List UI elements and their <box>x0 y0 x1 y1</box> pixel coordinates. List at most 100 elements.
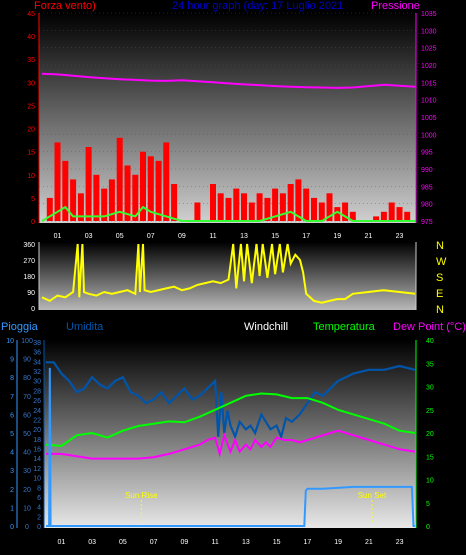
temperature-x-tick: 21 <box>365 539 373 546</box>
humidity-axis-label: Umidita <box>66 321 104 333</box>
wind-bar <box>373 216 380 221</box>
temperature-x-tick: 13 <box>242 539 250 546</box>
temperature-x-tick: 15 <box>273 539 281 546</box>
direction-label-s: S <box>436 272 444 284</box>
humidity-y-tick: 10 <box>23 505 31 512</box>
pressure-y-tick: 1030 <box>421 28 437 35</box>
wind-y-tick: 0 <box>31 219 35 226</box>
wind-bar <box>279 193 286 221</box>
wind-bar <box>248 202 255 221</box>
temperature-x-tick: 19 <box>334 539 342 546</box>
panel-direction-background <box>39 242 416 310</box>
wind-bar <box>342 202 349 221</box>
rain-y-tick: 6 <box>10 412 14 419</box>
wind-axis-label: Forza vento) <box>34 0 96 12</box>
wind-bar <box>217 193 224 221</box>
wind-bar <box>404 211 411 221</box>
temperature-y-tick: 10 <box>426 478 434 485</box>
direction-label-e: E <box>436 288 444 300</box>
humidity-y-tick: 40 <box>23 450 31 457</box>
humidity-scale-y-tick: 24 <box>33 408 41 415</box>
wind-y-tick: 25 <box>27 103 35 110</box>
humidity-scale-y-tick: 18 <box>33 437 41 444</box>
direction-y-tick: 360 <box>23 242 35 249</box>
wind-bar <box>388 202 395 221</box>
pressure-y-tick: 1025 <box>421 46 437 53</box>
wind-bar <box>349 211 356 221</box>
rain-y-tick: 8 <box>10 375 14 382</box>
wind-x-tick: 03 <box>85 233 93 240</box>
humidity-scale-y-tick: 6 <box>37 495 41 502</box>
temperature-x-tick: 03 <box>88 539 96 546</box>
humidity-scale-y-tick: 26 <box>33 398 41 405</box>
rain-y-tick: 2 <box>10 487 14 494</box>
rain-y-tick: 1 <box>10 505 14 512</box>
wind-bar <box>124 165 131 221</box>
wind-bar <box>116 137 123 221</box>
temperature-x-tick: 09 <box>181 539 189 546</box>
humidity-scale-y-tick: 38 <box>33 340 41 347</box>
panel-temperature-background <box>44 340 416 528</box>
humidity-y-tick: 80 <box>23 375 31 382</box>
humidity-scale-y-tick: 4 <box>37 505 41 512</box>
wind-bar <box>108 179 115 221</box>
wind-x-tick: 13 <box>240 233 248 240</box>
direction-label-n-bottom: N <box>436 304 444 316</box>
wind-y-tick: 30 <box>27 80 35 87</box>
temperature-x-tick: 07 <box>150 539 158 546</box>
wind-x-tick: 17 <box>302 233 310 240</box>
wind-bar <box>210 184 216 221</box>
wind-x-tick: 19 <box>333 233 341 240</box>
direction-label-w: W <box>436 256 447 268</box>
wind-bar <box>256 193 263 221</box>
rain-line <box>46 367 415 527</box>
wind-bar <box>77 193 84 221</box>
direction-y-tick: 270 <box>23 258 35 265</box>
rain-y-tick: 7 <box>10 394 14 401</box>
pressure-y-tick: 975 <box>421 219 433 226</box>
humidity-y-tick: 0 <box>25 524 29 531</box>
humidity-scale-y-tick: 30 <box>33 379 41 386</box>
direction-y-tick: 90 <box>27 290 35 297</box>
temperature-legend: Temperatura <box>313 321 375 333</box>
humidity-scale-y-tick: 12 <box>33 466 41 473</box>
wind-bar <box>295 179 302 221</box>
wind-x-tick: 23 <box>396 233 404 240</box>
pressure-y-tick: 985 <box>421 184 433 191</box>
pressure-y-tick: 990 <box>421 167 433 174</box>
windchill-legend: Windchill <box>244 321 289 333</box>
humidity-y-tick: 100 <box>21 338 33 345</box>
wind-bar <box>46 197 53 221</box>
wind-bar <box>264 197 271 221</box>
rain-y-tick: 5 <box>10 431 14 438</box>
temperature-y-tick: 25 <box>426 408 434 415</box>
wind-bar <box>85 147 92 221</box>
wind-y-tick: 45 <box>27 11 35 18</box>
pressure-y-tick: 1035 <box>421 11 437 18</box>
wind-x-tick: 05 <box>116 233 124 240</box>
wind-bar <box>163 142 170 221</box>
rain-y-tick: 9 <box>10 357 14 364</box>
humidity-y-tick: 30 <box>23 468 31 475</box>
wind-bar <box>101 188 108 221</box>
humidity-scale-y-tick: 10 <box>33 476 41 483</box>
wind-x-tick: 01 <box>54 233 62 240</box>
temperature-y-tick: 5 <box>426 501 430 508</box>
wind-bar <box>396 207 403 221</box>
wind-bar <box>287 184 294 221</box>
wind-bar <box>303 188 310 221</box>
pressure-y-tick: 1010 <box>421 98 437 105</box>
temperature-y-tick: 15 <box>426 454 434 461</box>
wind-y-tick: 5 <box>31 196 35 203</box>
wind-bar <box>318 202 325 221</box>
temperature-x-tick: 05 <box>119 539 127 546</box>
humidity-y-tick: 90 <box>23 357 31 364</box>
panel-wind-background <box>39 13 416 223</box>
wind-bar <box>171 184 178 221</box>
direction-y-tick: 180 <box>23 274 35 281</box>
temperature-y-tick: 0 <box>426 524 430 531</box>
pressure-line <box>41 72 416 89</box>
humidity-scale-y-tick: 28 <box>33 388 41 395</box>
